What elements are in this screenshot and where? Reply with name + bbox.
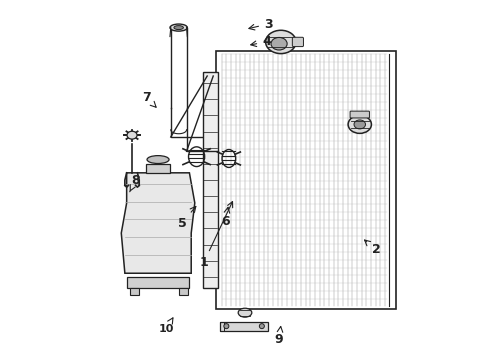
Ellipse shape xyxy=(170,24,187,31)
Text: 3: 3 xyxy=(249,18,272,31)
Text: 9: 9 xyxy=(275,327,283,346)
Text: 8: 8 xyxy=(130,174,140,192)
FancyBboxPatch shape xyxy=(350,111,369,118)
Ellipse shape xyxy=(354,120,366,129)
Bar xyxy=(203,72,218,288)
Ellipse shape xyxy=(174,26,183,30)
Bar xyxy=(216,51,395,309)
Ellipse shape xyxy=(259,324,265,329)
Ellipse shape xyxy=(224,324,229,329)
Ellipse shape xyxy=(348,116,371,134)
Text: 10: 10 xyxy=(158,318,174,334)
Bar xyxy=(179,288,188,295)
Ellipse shape xyxy=(147,156,169,163)
FancyBboxPatch shape xyxy=(293,37,303,46)
Text: 1: 1 xyxy=(199,202,233,269)
Text: 4: 4 xyxy=(251,35,271,49)
Ellipse shape xyxy=(266,30,296,54)
Bar xyxy=(220,321,269,330)
Polygon shape xyxy=(122,173,195,273)
Ellipse shape xyxy=(127,131,137,139)
Bar xyxy=(146,164,170,173)
Text: 2: 2 xyxy=(365,240,380,256)
Text: 5: 5 xyxy=(178,206,196,230)
Ellipse shape xyxy=(238,308,252,317)
Bar xyxy=(126,277,190,288)
Text: 6: 6 xyxy=(221,207,230,228)
Bar xyxy=(130,288,139,295)
Text: 7: 7 xyxy=(142,91,156,107)
Ellipse shape xyxy=(271,37,287,50)
